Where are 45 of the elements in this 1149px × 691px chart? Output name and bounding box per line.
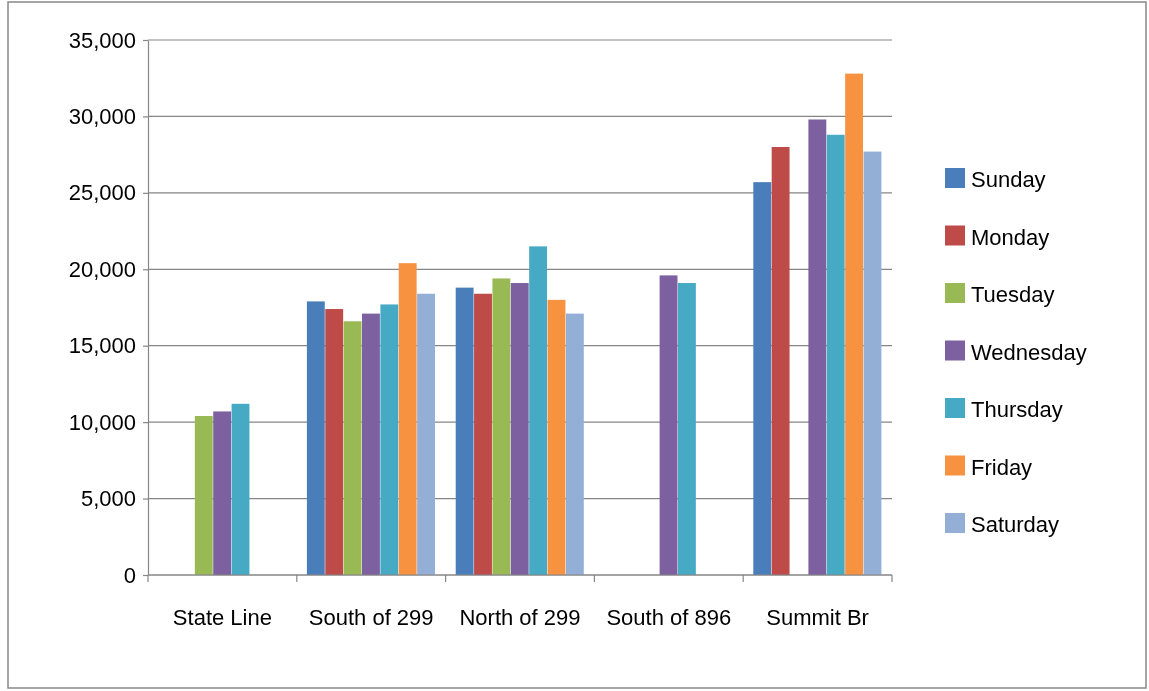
- bar: [753, 182, 772, 575]
- bar: [343, 321, 362, 575]
- legend-label: Wednesday: [971, 339, 1087, 365]
- x-tick-label: South of 896: [606, 605, 732, 630]
- bar: [398, 263, 417, 575]
- bar: [362, 313, 380, 575]
- bar: [529, 246, 548, 575]
- legend-label: Tuesday: [971, 282, 1055, 307]
- y-tick-label: 35,000: [68, 27, 136, 53]
- legend-label: Thursday: [971, 397, 1063, 422]
- y-tick-label: 5,000: [80, 486, 136, 512]
- y-tick-label: 15,000: [68, 333, 136, 359]
- bar: [306, 301, 325, 575]
- bar: [213, 411, 232, 575]
- x-tick-label: Summit Br: [766, 605, 869, 630]
- bar: [417, 293, 435, 575]
- y-tick-label: 30,000: [68, 103, 136, 129]
- bar: [845, 73, 864, 575]
- y-tick-label: 10,000: [68, 409, 136, 435]
- bar: [474, 293, 492, 575]
- legend-label: Saturday: [971, 512, 1060, 537]
- y-tick-label: 0: [123, 562, 136, 588]
- bar: [808, 119, 827, 575]
- bar: [826, 134, 845, 575]
- bar: [194, 416, 213, 575]
- x-tick-label: State Line: [172, 605, 272, 630]
- legend-label: Friday: [971, 454, 1033, 480]
- bar: [547, 299, 566, 575]
- bar: [659, 275, 678, 575]
- bar: [325, 309, 344, 575]
- y-tick-label: 20,000: [68, 256, 136, 282]
- legend-label: Sunday: [971, 167, 1046, 192]
- bar: [510, 283, 529, 575]
- bar: [492, 278, 511, 575]
- bar: [455, 287, 474, 575]
- bar: [771, 147, 790, 575]
- bar: [565, 313, 584, 575]
- x-tick-label: North of 299: [459, 605, 581, 630]
- bar: [231, 403, 250, 575]
- bar: [380, 304, 399, 575]
- bar: [863, 151, 882, 575]
- bar: [677, 283, 696, 575]
- y-tick-label: 25,000: [68, 180, 136, 206]
- x-tick-label: South of 299: [308, 605, 434, 630]
- legend-label: Monday: [971, 224, 1050, 250]
